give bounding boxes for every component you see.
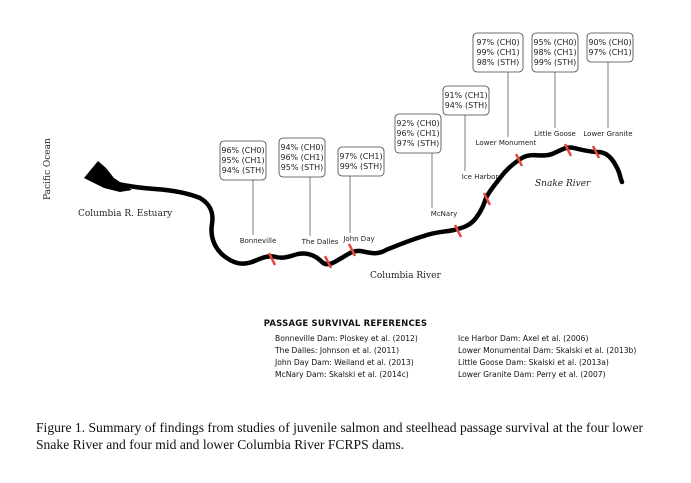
references-title: PASSAGE SURVIVAL REFERENCES bbox=[263, 319, 428, 329]
survival-stat: 97% (STH) bbox=[397, 139, 440, 148]
dam-name-label: Lower Granite bbox=[583, 130, 632, 138]
dam-ice-harbor: 91% (CH1)94% (STH) Ice Harbor bbox=[442, 85, 499, 206]
dam-little-goose: 95% (CH0)98% (CH1)99% (STH) Little Goose bbox=[531, 32, 579, 157]
survival-stat: 95% (STH) bbox=[281, 163, 324, 172]
dam-name-label: Ice Harbor bbox=[462, 173, 499, 181]
survival-stat: 98% (STH) bbox=[477, 58, 520, 67]
survival-box bbox=[337, 146, 385, 177]
dam-name-label: Lower Monument bbox=[476, 139, 537, 147]
reference-item: Ice Harbor Dam: Axel et al. (2006) bbox=[458, 334, 589, 343]
reference-item: Lower Monumental Dam: Skalski et al. (20… bbox=[458, 346, 637, 355]
survival-box bbox=[472, 32, 524, 73]
reference-item: Lower Granite Dam: Perry et al. (2007) bbox=[458, 370, 606, 379]
dam-marker bbox=[323, 255, 333, 269]
dam-marker bbox=[591, 145, 601, 159]
survival-stat: 96% (CH1) bbox=[396, 129, 439, 138]
reference-item: Little Goose Dam: Skalski et al. (2013a) bbox=[458, 358, 609, 367]
survival-stat: 95% (CH1) bbox=[221, 156, 264, 165]
survival-stat: 94% (STH) bbox=[222, 166, 265, 175]
survival-stat: 90% (CH0) bbox=[588, 38, 631, 47]
survival-box bbox=[219, 140, 267, 181]
survival-stat: 99% (STH) bbox=[340, 162, 383, 171]
dam-john-day: 97% (CH1)99% (STH) John Day bbox=[337, 146, 385, 257]
dam-name-label: McNary bbox=[431, 210, 457, 218]
river-diagram: Pacific Ocean Columbia R. Estuary Columb… bbox=[43, 32, 634, 281]
columbia-river-label: Columbia River bbox=[370, 271, 441, 281]
survival-stat: 95% (CH0) bbox=[533, 38, 576, 47]
survival-stat: 97% (CH1) bbox=[339, 152, 382, 161]
dam-marker bbox=[347, 243, 357, 257]
dam-layer: 96% (CH0)95% (CH1)94% (STH)Bonneville94%… bbox=[219, 32, 634, 269]
references-left-column: Bonneville Dam: Ploskey et al. (2012) Th… bbox=[275, 333, 418, 381]
dam-marker bbox=[267, 252, 277, 266]
estuary-label: Columbia R. Estuary bbox=[78, 209, 173, 219]
dam-marker bbox=[453, 224, 463, 238]
survival-stat: 91% (CH1) bbox=[444, 91, 487, 100]
reference-item: John Day Dam: Weiland et al. (2013) bbox=[275, 358, 414, 367]
survival-stat: 99% (CH1) bbox=[476, 48, 519, 57]
survival-stat: 97% (CH0) bbox=[476, 38, 519, 47]
reference-item: Bonneville Dam: Ploskey et al. (2012) bbox=[275, 334, 418, 343]
dam-lower-monument: 97% (CH0)99% (CH1)98% (STH) Lower Monumen… bbox=[472, 32, 537, 167]
dam-mcnary: 92% (CH0)96% (CH1)97% (STH) McNary bbox=[394, 113, 463, 238]
survival-stat: 94% (CH0) bbox=[280, 143, 323, 152]
survival-box bbox=[278, 137, 326, 178]
survival-box bbox=[394, 113, 442, 154]
dam-marker bbox=[514, 153, 524, 167]
survival-box bbox=[586, 32, 634, 63]
reference-item: McNary Dam: Skalski et al. (2014c) bbox=[275, 370, 409, 379]
dam-name-label: John Day bbox=[342, 235, 374, 243]
references-right-column: Ice Harbor Dam: Axel et al. (2006) Lower… bbox=[458, 333, 636, 381]
survival-stat: 94% (STH) bbox=[445, 101, 488, 110]
dam-lower-granite: 90% (CH0)97% (CH1) Lower Granite bbox=[583, 32, 634, 159]
reference-item: The Dalles: Johnson et al. (2011) bbox=[275, 346, 400, 355]
survival-stat: 92% (CH0) bbox=[396, 119, 439, 128]
survival-box bbox=[442, 85, 490, 116]
survival-stat: 98% (CH1) bbox=[533, 48, 576, 57]
figure-caption: Figure 1. Summary of findings from studi… bbox=[36, 420, 644, 452]
dam-marker bbox=[482, 192, 492, 206]
snake-river-label: Snake River bbox=[535, 179, 591, 189]
dam-name-label: The Dalles bbox=[301, 238, 339, 246]
dam-the-dalles: 94% (CH0)96% (CH1)95% (STH) The Dalles bbox=[278, 137, 339, 269]
pacific-ocean-label: Pacific Ocean bbox=[43, 138, 53, 200]
dam-name-label: Bonneville bbox=[240, 237, 277, 245]
survival-stat: 99% (STH) bbox=[534, 58, 577, 67]
dam-bonneville: 96% (CH0)95% (CH1)94% (STH) Bonneville bbox=[219, 140, 277, 266]
river-line bbox=[107, 145, 625, 267]
survival-stat: 96% (CH1) bbox=[280, 153, 323, 162]
dam-marker bbox=[563, 143, 573, 157]
dam-name-label: Little Goose bbox=[534, 130, 576, 138]
survival-stat: 97% (CH1) bbox=[588, 48, 631, 57]
survival-stat: 96% (CH0) bbox=[221, 146, 264, 155]
